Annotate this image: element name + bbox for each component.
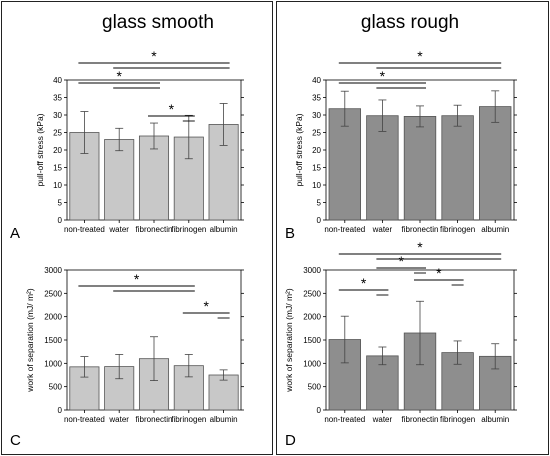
- y-tick-label: 15: [312, 164, 321, 173]
- x-tick-label: non-treated: [324, 225, 365, 234]
- bar: [441, 115, 474, 221]
- significance-star: *: [116, 68, 122, 84]
- y-tick-label: 2500: [44, 289, 62, 298]
- x-tick-label: albumin: [481, 225, 509, 234]
- right-column-frame: [276, 1, 549, 455]
- y-tick-label: 40: [312, 76, 321, 85]
- y-tick-label: 5: [317, 199, 322, 208]
- x-tick-label: fibronectin: [136, 415, 173, 424]
- y-tick-label: 30: [312, 111, 321, 120]
- x-tick-label: water: [372, 415, 393, 424]
- y-tick-label: 30: [53, 111, 62, 120]
- y-axis-label: work of separation (mJ/ m²): [25, 288, 35, 393]
- y-tick-label: 20: [53, 146, 62, 155]
- significance-star: *: [417, 48, 423, 64]
- significance-star: *: [417, 239, 423, 255]
- significance-star: *: [380, 68, 386, 84]
- y-tick-label: 35: [312, 94, 321, 103]
- y-tick-label: 500: [49, 383, 63, 392]
- panel-a: 0 5 10 15 20 25 30 35 40 pull-off stress (kPa) non…: [10, 48, 244, 242]
- y-tick-label: 25: [53, 129, 62, 138]
- y-tick-label: 0: [58, 216, 63, 225]
- bar: [366, 355, 399, 411]
- y-tick-label: 40: [53, 76, 62, 85]
- x-tick-label: fibrinogen: [171, 415, 206, 424]
- y-tick-label: 35: [53, 94, 62, 103]
- bar: [328, 108, 361, 221]
- significance-star: *: [203, 298, 209, 314]
- x-tick-label: albumin: [210, 415, 238, 424]
- y-tick-label: 1000: [44, 359, 62, 368]
- x-tick-label: fibronectin: [402, 225, 439, 234]
- y-tick-label: 1000: [303, 359, 321, 368]
- x-tick-label: fibrinogen: [440, 415, 475, 424]
- significance-star: *: [361, 275, 367, 291]
- y-tick-label: 2500: [303, 289, 321, 298]
- significance-star: *: [436, 265, 442, 281]
- panel-label: C: [10, 432, 21, 449]
- x-tick-label: non-treated: [64, 225, 105, 234]
- y-tick-label: 25: [312, 129, 321, 138]
- panel-d: 0 500 1000 1500 2000 2500 3000 work of separati…: [284, 239, 517, 449]
- significance-star: *: [169, 101, 175, 117]
- x-tick-label: albumin: [481, 415, 509, 424]
- x-tick-label: fibrinogen: [171, 225, 206, 234]
- panel-label: B: [285, 225, 295, 242]
- x-tick-label: non-treated: [64, 415, 105, 424]
- bar: [138, 135, 170, 221]
- significance-star: *: [398, 253, 404, 269]
- x-tick-label: water: [372, 225, 393, 234]
- bar: [208, 374, 239, 411]
- x-tick-label: fibronectin: [402, 415, 439, 424]
- x-tick-label: fibrinogen: [440, 225, 475, 234]
- y-axis-label: pull-off stress (kPa): [35, 113, 45, 186]
- x-tick-label: albumin: [210, 225, 238, 234]
- panel-b: 0 5 10 15 20 25 30 35 40 pull-off stress (kPa) non…: [285, 48, 517, 242]
- x-tick-label: water: [108, 415, 129, 424]
- x-tick-label: water: [108, 225, 129, 234]
- y-tick-label: 20: [312, 146, 321, 155]
- y-tick-label: 10: [53, 181, 62, 190]
- panel-label: A: [10, 225, 20, 242]
- panel-label: D: [285, 432, 296, 449]
- column-title-right: glass rough: [361, 12, 459, 33]
- y-tick-label: 500: [308, 383, 322, 392]
- y-axis-label: pull-off stress (kPa): [294, 113, 304, 186]
- y-tick-label: 10: [312, 181, 321, 190]
- y-tick-label: 0: [58, 406, 63, 415]
- bar: [104, 139, 135, 221]
- x-tick-label: non-treated: [324, 415, 365, 424]
- y-tick-label: 5: [58, 199, 63, 208]
- y-tick-label: 3000: [303, 266, 321, 275]
- bar: [403, 116, 437, 221]
- column-title-left: glass smooth: [102, 12, 214, 33]
- panel-c: 0 500 1000 1500 2000 2500 3000 work of separati…: [10, 266, 244, 449]
- y-tick-label: 3000: [44, 266, 62, 275]
- y-tick-label: 0: [317, 406, 322, 415]
- significance-star: *: [134, 271, 140, 287]
- left-column-frame: [1, 1, 273, 455]
- y-tick-label: 1500: [44, 336, 62, 345]
- significance-star: *: [151, 48, 157, 64]
- y-tick-label: 2000: [44, 313, 62, 322]
- bar: [479, 106, 512, 221]
- y-tick-label: 2000: [303, 313, 321, 322]
- bar: [366, 115, 399, 221]
- y-tick-label: 1500: [303, 336, 321, 345]
- y-tick-label: 15: [53, 164, 62, 173]
- x-tick-label: fibronectin: [136, 225, 173, 234]
- y-tick-label: 0: [317, 216, 322, 225]
- y-axis-label: work of separation (mJ/ m²): [284, 288, 294, 393]
